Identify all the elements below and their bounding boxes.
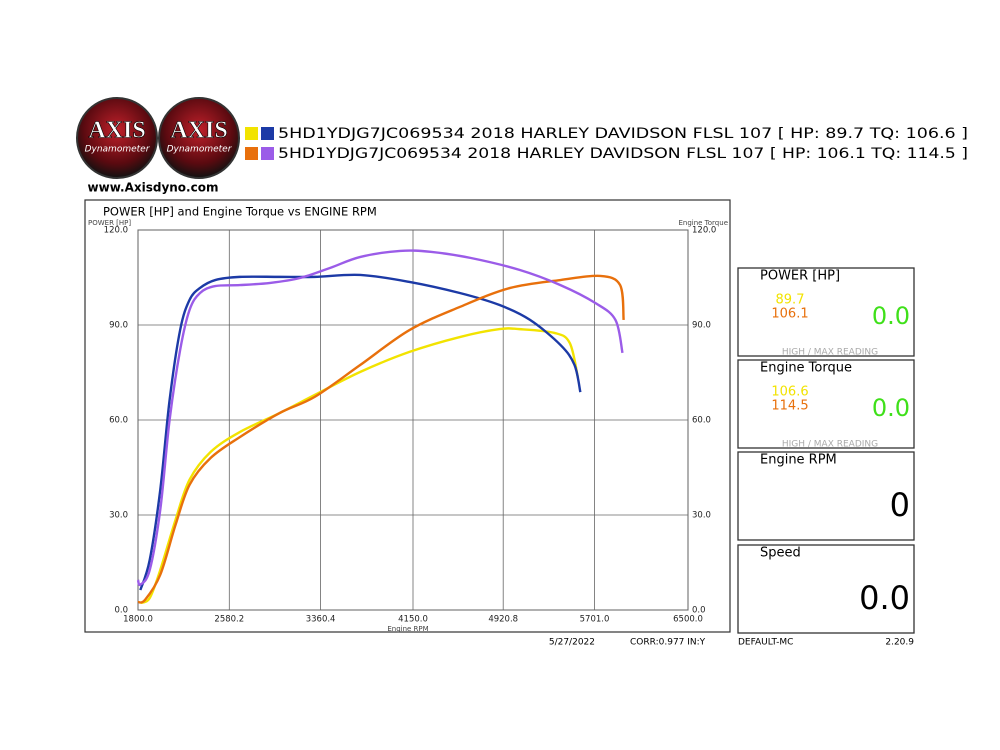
x-tick-label: 2580.2 [214, 615, 244, 625]
panel-peak: 106.6 [771, 385, 808, 400]
y2-tick-label: 90.0 [692, 321, 711, 331]
x-tick-label: 5701.0 [580, 615, 610, 625]
panel-note: HIGH / MAX READING [782, 440, 878, 450]
panel-peak: 106.1 [771, 307, 808, 322]
panel-title: Speed [760, 546, 801, 561]
legend-swatch [261, 147, 274, 160]
readout-panel [737, 451, 915, 541]
y2-tick-label: 30.0 [692, 511, 711, 521]
series-line [139, 327, 580, 605]
panel-title: Engine RPM [760, 453, 837, 468]
y-tick-label: 30.0 [109, 511, 128, 521]
logo-text: AXIS [88, 118, 145, 144]
y-tick-label: 90.0 [109, 321, 128, 331]
legend-swatch [261, 127, 274, 140]
panel-reading: 0.0 [872, 394, 910, 422]
legend-label: 5HD1YDJG7JC069534 2018 HARLEY DAVIDSON F… [278, 126, 968, 142]
legend-swatch [245, 147, 258, 160]
x-tick-label: 4150.0 [398, 615, 428, 625]
logo-sub: Dynamometer [85, 145, 151, 155]
panel-reading: 0 [890, 486, 910, 524]
profile: DEFAULT-MC [738, 638, 793, 648]
readout-panel [737, 544, 915, 634]
panel-title: Engine Torque [760, 361, 852, 376]
chart-title: POWER [HP] and Engine Torque vs ENGINE R… [103, 205, 377, 219]
logo-badge [158, 97, 240, 179]
website: www.Axisdyno.com [88, 181, 219, 195]
y2-tick-label: 120.0 [692, 226, 716, 236]
panel-peak: 89.7 [776, 293, 805, 308]
x-tick-label: 6500.0 [673, 615, 703, 625]
version: 2.20.9 [885, 638, 914, 648]
x-tick-label: 4920.8 [488, 615, 518, 625]
series-line [139, 273, 582, 591]
y-axis-label: POWER [HP] [88, 219, 131, 227]
date: 5/27/2022 [549, 638, 595, 648]
panel-reading: 0.0 [859, 579, 910, 617]
readout-panel [737, 267, 915, 357]
correction: CORR:0.977 IN:Y [630, 638, 706, 648]
panel-title: POWER [HP] [760, 269, 840, 284]
panel-note: HIGH / MAX READING [782, 348, 878, 358]
x-axis-label: Engine RPM [387, 625, 428, 633]
y-tick-label: 0.0 [114, 606, 128, 616]
logo-text: AXIS [170, 118, 227, 144]
series-line [137, 274, 625, 604]
panel-reading: 0.0 [872, 302, 910, 330]
y-tick-label: 120.0 [104, 226, 128, 236]
y2-tick-label: 60.0 [692, 416, 711, 426]
legend-label: 5HD1YDJG7JC069534 2018 HARLEY DAVIDSON F… [278, 146, 968, 162]
readout-panel [737, 359, 915, 449]
logos: AXIS Dynamometer AXIS Dynamometer www.Ax… [76, 97, 240, 195]
legend-swatch [245, 127, 258, 140]
logo-sub: Dynamometer [167, 145, 233, 155]
y-tick-label: 60.0 [109, 416, 128, 426]
panel-peak: 114.5 [771, 399, 808, 414]
x-tick-label: 3360.4 [306, 615, 336, 625]
y2-axis-label: Engine Torque [678, 219, 728, 227]
series-line [136, 249, 624, 587]
x-tick-label: 1800.0 [123, 615, 153, 625]
logo-badge [76, 97, 158, 179]
y2-tick-label: 0.0 [692, 606, 706, 616]
